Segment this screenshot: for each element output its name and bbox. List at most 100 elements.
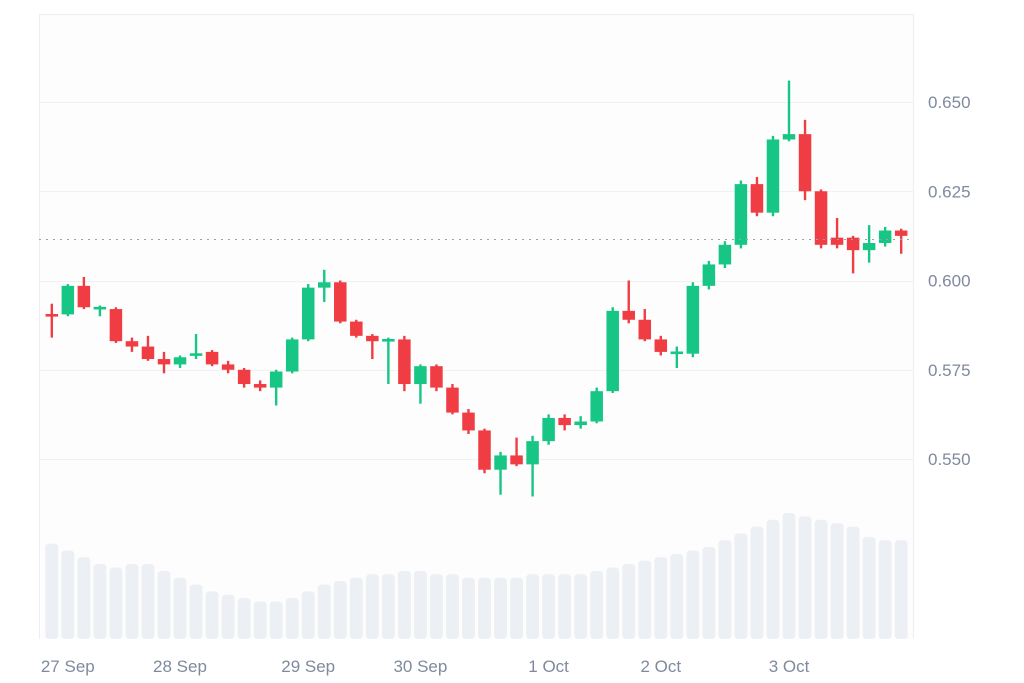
y-axis-tick-label: 0.625 bbox=[928, 182, 971, 201]
candle-body bbox=[77, 285, 91, 308]
candle-body bbox=[173, 357, 187, 365]
candlestick bbox=[542, 414, 555, 445]
candle-body bbox=[478, 430, 491, 470]
y-axis-tick-label: 0.600 bbox=[928, 272, 971, 291]
candlestick bbox=[189, 334, 203, 360]
candle-body bbox=[574, 421, 587, 426]
candlestick bbox=[205, 350, 219, 367]
candle-body bbox=[702, 264, 716, 286]
candlestick bbox=[894, 228, 908, 254]
volume-bar bbox=[333, 581, 347, 639]
candle-body bbox=[109, 309, 123, 342]
candlestick bbox=[878, 226, 892, 247]
candle-body bbox=[494, 455, 507, 470]
candlestick bbox=[494, 451, 507, 495]
volume-bar bbox=[750, 526, 764, 639]
volume-bar bbox=[558, 574, 572, 639]
candlestick bbox=[446, 384, 459, 415]
volume-bar bbox=[173, 577, 187, 639]
candlestick bbox=[45, 303, 59, 338]
volume-bar bbox=[862, 536, 876, 639]
candle-body bbox=[734, 184, 748, 245]
candle-body bbox=[430, 366, 443, 388]
candle-body bbox=[398, 339, 411, 385]
candle-body bbox=[446, 387, 459, 413]
candle-body bbox=[253, 384, 267, 388]
candle-body bbox=[846, 237, 860, 251]
volume-bar bbox=[349, 577, 363, 639]
volume-bar bbox=[702, 547, 716, 639]
candlestick bbox=[622, 280, 635, 324]
volume-bar bbox=[478, 577, 491, 639]
candle-body bbox=[93, 306, 107, 310]
volume-bar bbox=[221, 594, 235, 639]
candle-body bbox=[606, 310, 619, 392]
x-axis-tick-label: 28 Sep bbox=[153, 657, 207, 676]
candlestick bbox=[814, 189, 828, 249]
volume-bar bbox=[237, 598, 251, 639]
candlestick bbox=[686, 282, 700, 358]
candlestick bbox=[654, 335, 668, 356]
x-axis-tick-label: 29 Sep bbox=[281, 657, 335, 676]
volume-bar bbox=[734, 533, 748, 639]
candlestick bbox=[574, 416, 587, 429]
volume-bar bbox=[638, 560, 652, 639]
candle-body bbox=[157, 359, 171, 365]
volume-bar bbox=[109, 567, 123, 639]
candlestick bbox=[285, 337, 299, 374]
candle-body bbox=[141, 346, 155, 360]
candlestick bbox=[558, 414, 571, 431]
volume-bar bbox=[686, 550, 700, 639]
volume-bar bbox=[446, 574, 459, 639]
volume-bar bbox=[301, 591, 315, 639]
volume-bar bbox=[397, 570, 411, 639]
candlestick bbox=[382, 337, 395, 385]
candlestick bbox=[221, 360, 235, 374]
candlestick bbox=[606, 307, 619, 393]
candlestick bbox=[590, 387, 603, 424]
candle-body bbox=[189, 353, 203, 356]
y-axis-tick-label: 0.550 bbox=[928, 450, 971, 469]
candle-body bbox=[814, 191, 828, 245]
candle-body bbox=[638, 319, 652, 340]
plot-frame bbox=[39, 14, 914, 639]
candlestick bbox=[702, 260, 716, 290]
candle-body bbox=[285, 339, 299, 372]
volume-bar bbox=[510, 577, 523, 639]
candlestick bbox=[334, 280, 347, 324]
volume-bar bbox=[141, 564, 155, 639]
volume-bar bbox=[782, 513, 796, 639]
x-axis-tick-label: 30 Sep bbox=[393, 657, 447, 676]
candlestick bbox=[846, 235, 860, 274]
candlestick bbox=[478, 428, 491, 474]
candlestick bbox=[862, 225, 876, 263]
candle-body bbox=[45, 314, 59, 317]
candlestick bbox=[414, 364, 427, 404]
candlestick bbox=[141, 335, 155, 361]
y-axis-tick-label: 0.650 bbox=[928, 93, 971, 112]
candlesticks-group bbox=[45, 80, 908, 497]
candle-body bbox=[301, 287, 315, 340]
candlestick bbox=[125, 337, 139, 352]
candle-body bbox=[350, 321, 363, 336]
candle-body bbox=[366, 335, 379, 342]
volume-bar bbox=[494, 577, 507, 639]
volume-bar bbox=[317, 584, 331, 639]
candle-body bbox=[205, 351, 219, 365]
volume-bar bbox=[285, 598, 299, 639]
candle-body bbox=[750, 184, 764, 213]
volume-bars-group bbox=[45, 513, 908, 639]
candle-body bbox=[237, 369, 251, 385]
candlestick bbox=[750, 176, 764, 217]
candlestick bbox=[157, 351, 171, 374]
volume-bar bbox=[798, 516, 812, 639]
candle-body bbox=[718, 244, 732, 265]
candle-body bbox=[382, 339, 395, 342]
candle-body bbox=[61, 285, 75, 315]
candlestick bbox=[398, 335, 411, 392]
volume-bar bbox=[77, 557, 91, 639]
candle-body bbox=[542, 417, 555, 442]
volume-bar bbox=[830, 523, 844, 639]
candlestick bbox=[510, 437, 523, 467]
